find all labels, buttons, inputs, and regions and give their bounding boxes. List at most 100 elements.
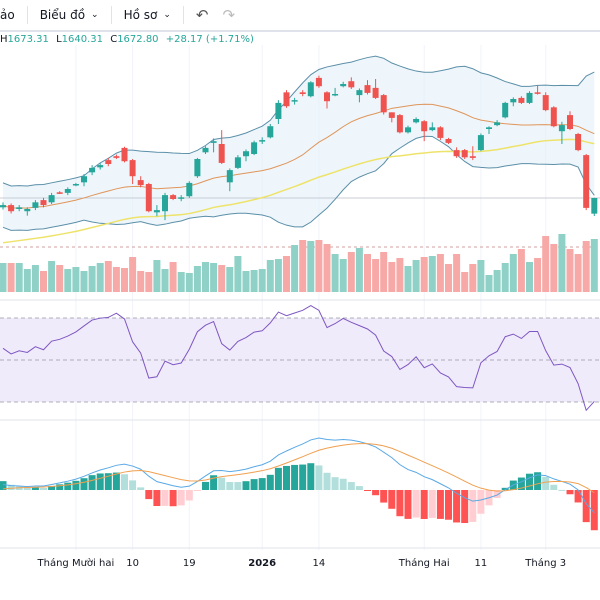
macd-histogram-bar — [493, 490, 501, 498]
candle-body — [234, 157, 241, 168]
volume-bar — [185, 273, 193, 292]
candle-body — [324, 92, 330, 102]
undo-icon[interactable]: ↶ — [195, 6, 209, 24]
volume-bar — [210, 263, 218, 292]
candle-body — [494, 122, 501, 126]
volume-bar — [23, 269, 31, 292]
volume-bar — [388, 262, 396, 292]
candle-body — [56, 192, 63, 194]
macd-histogram-bar — [323, 472, 331, 490]
toolbar-divider — [110, 6, 112, 24]
candle-body — [364, 85, 371, 93]
macd-histogram-bar — [461, 490, 469, 524]
volume-bar — [420, 257, 428, 292]
candle-body — [186, 182, 193, 197]
profile-menu-button[interactable]: Hồ sơ ⌄ — [112, 0, 183, 30]
macd-histogram-bar — [23, 488, 31, 490]
candle-body — [502, 102, 509, 118]
bollinger-upper-line — [2, 55, 595, 187]
close-value: 1672.80 — [117, 34, 159, 45]
candle-body — [591, 198, 598, 214]
candle-body — [510, 99, 517, 103]
candle-body — [413, 119, 420, 123]
volume-bar — [534, 258, 542, 292]
macd-histogram-bar — [137, 487, 145, 490]
macd-histogram-bar — [7, 484, 15, 490]
macd-signal-line — [2, 443, 595, 494]
candle-body — [453, 150, 460, 157]
macd-line — [2, 437, 595, 514]
profile-menu-label: Hồ sơ — [123, 8, 158, 22]
candle-body — [267, 126, 274, 138]
macd-histogram-bar — [258, 478, 266, 490]
macd-histogram-bar — [299, 464, 307, 490]
macd-histogram-bar — [226, 482, 234, 490]
macd-histogram-bar — [469, 490, 477, 522]
volume-bar — [461, 272, 469, 292]
candle-body — [137, 180, 144, 186]
candle-body — [40, 200, 47, 206]
candle-body — [0, 205, 6, 208]
volume-bar — [137, 271, 145, 292]
volume-bar — [469, 264, 477, 292]
volume-bar — [445, 264, 452, 292]
candle-body — [558, 125, 565, 132]
macd-histogram-bar — [291, 464, 299, 490]
volume-bar — [347, 252, 355, 292]
candle-body — [24, 209, 31, 212]
macd-histogram-bar — [153, 490, 161, 506]
volume-bar — [15, 263, 23, 292]
time-axis-label: Tháng 3 — [525, 558, 567, 569]
candle-body — [315, 77, 322, 87]
macd-histogram-bar — [331, 477, 339, 490]
macd-histogram-bar — [274, 467, 282, 490]
chart-menu-button[interactable]: Biểu đồ ⌄ — [28, 0, 111, 30]
menu-item-cut[interactable]: ảo — [0, 0, 27, 30]
volume-bar — [218, 265, 226, 292]
macd-histogram-bar — [453, 490, 461, 523]
candle-body — [178, 197, 185, 199]
macd-histogram-bar — [315, 465, 323, 490]
volume-bar — [299, 240, 307, 292]
volume-bar — [283, 256, 290, 292]
volume-bar — [56, 265, 64, 292]
candle-body — [283, 92, 290, 107]
candle-body — [307, 82, 314, 97]
candle-body — [8, 205, 15, 212]
macd-histogram-bar — [234, 482, 242, 490]
macd-histogram-bar — [112, 472, 120, 490]
volume-bar — [582, 241, 590, 292]
candle-body — [113, 156, 120, 158]
volume-bar — [453, 254, 461, 292]
low-label: L — [56, 34, 62, 45]
volume-bar — [169, 262, 177, 292]
candle-body — [210, 141, 217, 143]
candle-body — [226, 170, 233, 183]
chevron-down-icon: ⌄ — [91, 10, 99, 20]
macd-histogram-bar — [339, 478, 347, 490]
volume-bar — [0, 263, 7, 292]
candle-body — [340, 84, 347, 87]
macd-histogram-bar — [48, 485, 56, 490]
macd-histogram-bar — [72, 480, 80, 490]
volume-bar — [493, 270, 501, 292]
volume-bar — [590, 239, 598, 292]
macd-histogram-bar — [404, 490, 412, 519]
candle-body — [153, 210, 160, 213]
candle-body — [380, 95, 387, 113]
volume-bar — [331, 254, 339, 292]
volume-bar — [202, 262, 209, 292]
time-axis-label: 19 — [182, 558, 196, 569]
macd-histogram-bar — [501, 487, 509, 490]
candle-body — [356, 90, 363, 96]
macd-histogram-bar — [266, 474, 274, 490]
macd-histogram-bar — [542, 476, 550, 490]
macd-histogram-bar — [388, 490, 396, 509]
volume-bar — [96, 263, 104, 292]
candle-body — [388, 112, 395, 118]
candle-body — [251, 142, 258, 154]
candle-body — [526, 92, 533, 103]
candle-body — [162, 195, 168, 212]
redo-icon[interactable]: ↷ — [222, 6, 236, 24]
